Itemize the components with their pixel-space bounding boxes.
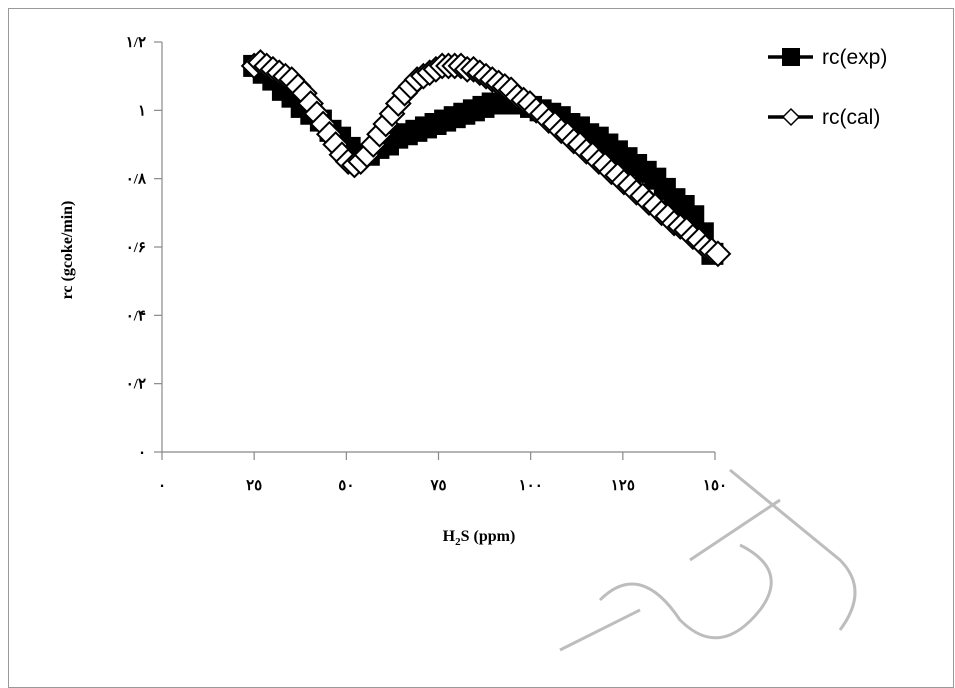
legend: rc(exp) rc(cal)	[768, 46, 887, 129]
x-ticks: ٠ ٢٥ ٥٠ ٧٥ ١٠٠ ١٢٥ ١٥٠	[158, 452, 727, 494]
legend-diamond-marker	[781, 107, 801, 127]
y-tick-label: ٠	[138, 445, 146, 461]
y-ticks: ٠ ٠/٢ ٠/۴ ٠/۶ ٠/٨ ١ ١/٢	[126, 35, 162, 461]
y-tick-label: ٠/۴	[126, 308, 146, 324]
y-tick-label: ١/٢	[126, 35, 146, 51]
x-tick-label: ٧٥	[429, 478, 446, 494]
x-axis-title-main: H	[443, 528, 456, 545]
watermark-sid	[559, 468, 857, 652]
data-point-cal	[704, 240, 732, 268]
axes	[161, 42, 715, 453]
series-layer	[240, 49, 732, 268]
legend-label-cal: rc(cal)	[822, 106, 880, 129]
series-cal	[240, 49, 732, 268]
x-axis-title-rest: S (ppm)	[461, 528, 516, 545]
x-tick-label: ١٠٠	[519, 478, 543, 494]
y-tick-label: ٠/٨	[126, 172, 147, 188]
y-tick-label: ١	[138, 103, 146, 119]
series-line	[253, 60, 719, 256]
legend-label-exp: rc(exp)	[822, 46, 887, 69]
legend-square-marker	[782, 48, 800, 66]
y-tick-label: ٠/۶	[126, 240, 146, 256]
x-tick-label: ٢٥	[246, 478, 262, 494]
y-axis-title: rc (gcoke/min)	[59, 201, 76, 300]
y-tick-label: ٠/٢	[126, 377, 146, 393]
line-chart: ٠ ٠/٢ ٠/۴ ٠/۶ ٠/٨ ١ ١/٢ ٠ ٢٥ ٥٠ ٧٥ ١٠٠ ١٢٥ ١٥٠ rc (g…	[59, 35, 887, 652]
x-tick-label: ١٢٥	[611, 478, 635, 494]
legend-item-exp: rc(exp)	[768, 46, 887, 69]
x-axis-title: H2S (ppm)	[443, 528, 516, 548]
x-axis-title-subscript: 2	[455, 536, 461, 548]
x-tick-label: ٥٠	[338, 478, 354, 494]
legend-item-cal: rc(cal)	[768, 106, 880, 129]
x-tick-label: ١٥٠	[703, 478, 727, 494]
x-tick-label: ٠	[158, 478, 166, 494]
